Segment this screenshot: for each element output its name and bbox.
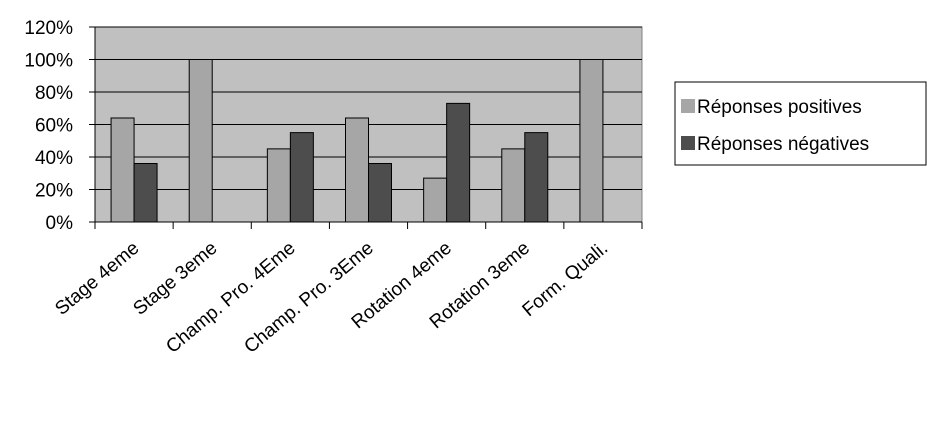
bar — [110, 117, 135, 223]
bar — [368, 163, 392, 223]
y-tick-label: 60% — [35, 116, 73, 137]
bar — [524, 132, 549, 223]
legend-box — [674, 81, 927, 166]
bar — [289, 132, 314, 223]
bar — [188, 59, 213, 223]
bar — [446, 102, 471, 223]
x-tick-label: Stage 4eme — [51, 238, 143, 320]
y-tick-label: 40% — [35, 148, 73, 169]
bar — [423, 177, 448, 223]
bar — [345, 117, 369, 223]
legend-swatch — [681, 136, 695, 150]
bar — [579, 59, 604, 223]
y-tick-label: 80% — [35, 83, 73, 104]
legend-label: Réponses négatives — [697, 134, 869, 155]
bar — [266, 148, 291, 223]
bar — [501, 148, 526, 223]
x-tick-label: Form. Quali. — [519, 238, 613, 321]
y-tick-label: 120% — [24, 18, 73, 39]
legend-label: Réponses positives — [697, 97, 862, 118]
bar — [133, 163, 158, 223]
x-tick-label: Champ. Pro. 3Eme — [240, 238, 377, 358]
x-tick-label: Champ. Pro. 4Eme — [162, 238, 299, 358]
legend-swatch — [681, 99, 695, 113]
y-tick-label: 20% — [35, 181, 73, 202]
y-tick-label: 100% — [24, 51, 73, 72]
y-tick-label: 0% — [46, 213, 74, 234]
